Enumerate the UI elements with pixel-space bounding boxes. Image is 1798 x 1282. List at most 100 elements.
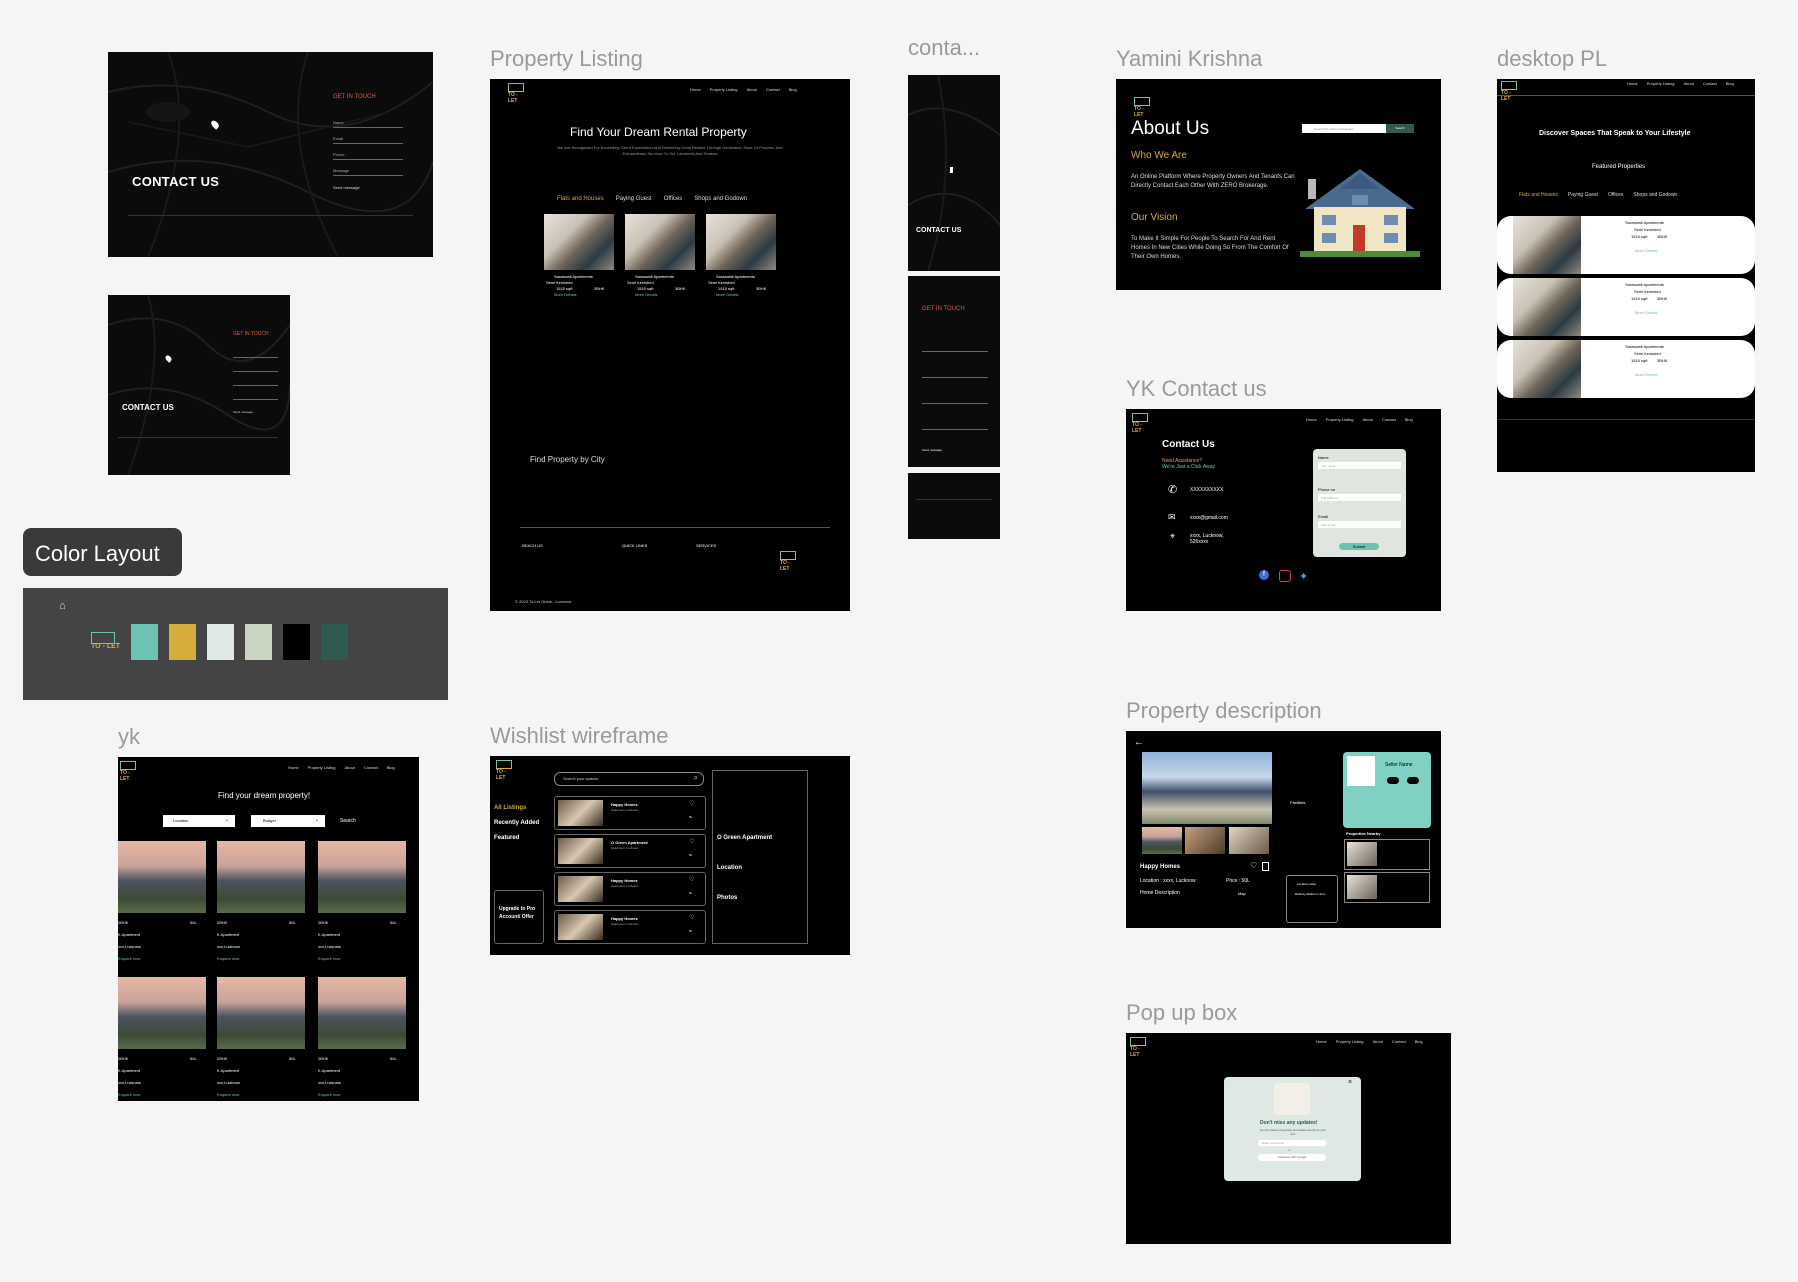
- tab-flats[interactable]: Flats and Houses: [1519, 192, 1558, 198]
- enquire-link[interactable]: Enquire now: [118, 1092, 141, 1097]
- nearby-card[interactable]: [1344, 872, 1430, 903]
- field-phone-input[interactable]: [333, 159, 403, 160]
- send-button[interactable]: Send message: [922, 448, 943, 452]
- heart-icon[interactable]: ♡: [689, 839, 695, 845]
- nav-home[interactable]: Home: [1306, 417, 1317, 422]
- nav-contact[interactable]: Contact: [765, 87, 780, 92]
- side-recently-added[interactable]: Recently Added: [494, 820, 540, 826]
- more-details-link[interactable]: More Details: [716, 292, 739, 297]
- facebook-icon[interactable]: f: [1259, 570, 1269, 580]
- field-line[interactable]: [922, 429, 988, 430]
- wishlist-item[interactable]: Happy Homes Apartment, Lucknow ♡ 5L: [554, 872, 706, 906]
- search-button[interactable]: Search: [1386, 124, 1414, 133]
- send-button[interactable]: Send message: [233, 410, 254, 414]
- wishlist-item[interactable]: Happy Homes Apartment, Lucknow ♡ 5L: [554, 910, 706, 944]
- field-line[interactable]: [233, 357, 278, 358]
- more-details-link[interactable]: More Details: [1635, 248, 1658, 253]
- tab-flats[interactable]: Flats and Houses: [557, 196, 604, 202]
- enquire-link[interactable]: Enquire now: [217, 1092, 240, 1097]
- nav-listing[interactable]: Property Listing: [307, 765, 336, 770]
- field-email-input[interactable]: [333, 143, 403, 144]
- phone-input[interactable]: The Litflix no: [1318, 494, 1401, 501]
- budget-select[interactable]: Budget ⌄: [251, 815, 325, 827]
- name-input[interactable]: Your name: [1318, 462, 1401, 469]
- enquire-link[interactable]: Enquire now: [118, 956, 141, 961]
- heart-icon[interactable]: ♡: [689, 877, 695, 883]
- search-input[interactable]: Search PG, Flats and Houses: [1302, 124, 1386, 133]
- tab-offices[interactable]: Offices: [663, 196, 683, 202]
- property-card[interactable]: Saraswati Apartments Semi furnished 1515 s…: [1497, 278, 1755, 336]
- nav-blog[interactable]: Blog: [788, 87, 797, 92]
- message-icon[interactable]: [1407, 777, 1419, 784]
- contact-form: Name Your name Phone no The Litflix no E…: [1313, 449, 1406, 557]
- tab-shops[interactable]: Shops and Godown: [694, 196, 748, 202]
- nav-listing[interactable]: Property Listing: [1325, 417, 1354, 422]
- nav-contact[interactable]: Contact: [1381, 417, 1396, 422]
- nav-home[interactable]: Home: [1316, 1039, 1327, 1044]
- instagram-icon[interactable]: [1279, 570, 1291, 582]
- field-line[interactable]: [233, 371, 278, 372]
- close-icon[interactable]: ×: [1348, 1079, 1353, 1086]
- heart-icon[interactable]: ♡: [689, 915, 695, 921]
- more-details-link[interactable]: More Details: [554, 292, 577, 297]
- nav-about[interactable]: About: [1372, 1039, 1383, 1044]
- property-card[interactable]: Saraswati Apartments Semi furnished 1515 s…: [1497, 340, 1755, 398]
- location-select[interactable]: Location ⌄: [163, 815, 235, 827]
- property-photo: [544, 214, 614, 270]
- field-line[interactable]: [922, 403, 988, 404]
- nav-blog[interactable]: Blog: [1414, 1039, 1423, 1044]
- property-card[interactable]: Saraswati Apartments Semi furnished 1515 s…: [1497, 216, 1755, 274]
- enquire-link[interactable]: Enquire now: [318, 1092, 341, 1097]
- heart-icon[interactable]: ♡: [689, 801, 695, 807]
- enquire-link[interactable]: Enquire now: [318, 956, 341, 961]
- nav-listing[interactable]: Property Listing: [1646, 81, 1675, 86]
- tab-shops[interactable]: Shops and Godown: [1633, 192, 1678, 198]
- more-details-link[interactable]: More Details: [635, 292, 658, 297]
- search-button[interactable]: Search: [340, 818, 356, 824]
- back-arrow-icon[interactable]: ←: [1134, 737, 1144, 748]
- field-line[interactable]: [922, 377, 988, 378]
- field-line[interactable]: [233, 385, 278, 386]
- nav-contact[interactable]: Contact: [1702, 81, 1717, 86]
- email-input[interactable]: Enter your email: [1258, 1140, 1326, 1146]
- email-input[interactable]: Your email: [1318, 521, 1401, 528]
- nav-home[interactable]: Home: [1627, 81, 1638, 86]
- side-all-listings[interactable]: All Listings: [494, 805, 527, 811]
- more-details-link[interactable]: More Details: [1635, 372, 1658, 377]
- upgrade-box[interactable]: Upgrade to Pro Account/ Offer: [494, 890, 544, 944]
- nav-contact[interactable]: Contact: [1391, 1039, 1406, 1044]
- enquire-link[interactable]: Enquire now: [217, 956, 240, 961]
- nav-blog[interactable]: Blog: [386, 765, 395, 770]
- submit-button[interactable]: Submit: [1339, 543, 1379, 550]
- nav-about[interactable]: About: [746, 87, 757, 92]
- nav-contact[interactable]: Contact: [363, 765, 378, 770]
- tab-offices[interactable]: Offices: [1607, 192, 1624, 198]
- twitter-icon[interactable]: ✦: [1299, 571, 1309, 583]
- heart-icon[interactable]: ♡: [1250, 861, 1258, 870]
- google-button[interactable]: Continue with Google: [1258, 1154, 1326, 1161]
- wishlist-item[interactable]: Happy Homes Apartment, Lucknow ♡ 5L: [554, 796, 706, 830]
- call-icon[interactable]: [1387, 777, 1399, 784]
- wishlist-item[interactable]: O Green Apartment Apartment, Lucknow ♡ 5L: [554, 834, 706, 868]
- send-button[interactable]: Send message: [333, 185, 360, 190]
- bookmark-icon[interactable]: [1262, 862, 1269, 871]
- nav-blog[interactable]: Blog: [1725, 81, 1734, 86]
- nav-about[interactable]: About: [1683, 81, 1694, 86]
- field-message-input[interactable]: [333, 175, 403, 176]
- more-details-link[interactable]: More Details: [1635, 310, 1658, 315]
- nav-home[interactable]: Home: [288, 765, 299, 770]
- nav-blog[interactable]: Blog: [1404, 417, 1413, 422]
- side-featured[interactable]: Featured: [494, 835, 520, 841]
- nav-about[interactable]: About: [1362, 417, 1373, 422]
- nav-listing[interactable]: Property Listing: [709, 87, 738, 92]
- nav-home[interactable]: Home: [690, 87, 701, 92]
- field-name-input[interactable]: [333, 127, 403, 128]
- nearby-card[interactable]: [1344, 839, 1430, 870]
- nav-listing[interactable]: Property Listing: [1335, 1039, 1364, 1044]
- field-line[interactable]: [233, 399, 278, 400]
- field-line[interactable]: [922, 351, 988, 352]
- nav-about[interactable]: About: [344, 765, 355, 770]
- tab-pg[interactable]: Paying Guest: [1567, 192, 1598, 198]
- search-input[interactable]: Search your spaces ⌕: [554, 772, 704, 786]
- tab-pg[interactable]: Paying Guest: [615, 196, 652, 202]
